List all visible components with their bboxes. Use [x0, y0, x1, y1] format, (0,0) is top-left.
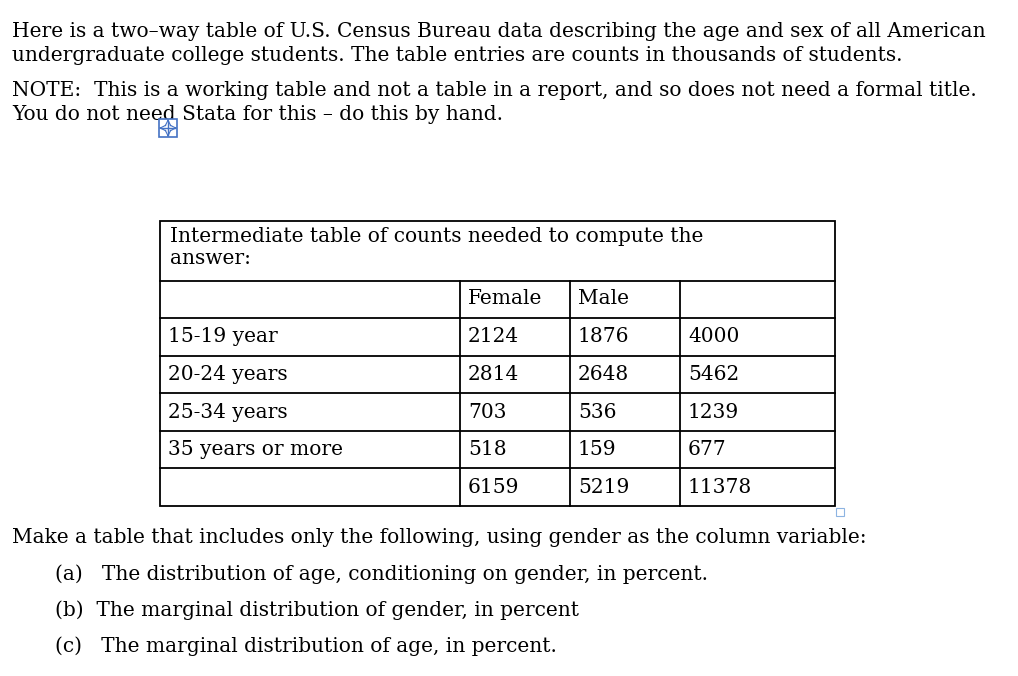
Text: (c)   The marginal distribution of age, in percent.: (c) The marginal distribution of age, in… — [55, 636, 557, 656]
Text: answer:: answer: — [170, 249, 251, 268]
Text: 25-34 years: 25-34 years — [168, 402, 288, 422]
Text: 4000: 4000 — [688, 327, 739, 346]
Text: (a)   The distribution of age, conditioning on gender, in percent.: (a) The distribution of age, conditionin… — [55, 564, 708, 583]
Bar — [836, 508, 844, 516]
Text: 20-24 years: 20-24 years — [168, 365, 288, 384]
Text: 677: 677 — [688, 440, 727, 459]
Text: 536: 536 — [578, 402, 617, 422]
Text: 2648: 2648 — [578, 365, 629, 384]
Bar — [160, 221, 835, 506]
FancyBboxPatch shape — [159, 119, 177, 137]
Text: 11378: 11378 — [688, 478, 752, 497]
Text: 518: 518 — [468, 440, 507, 459]
Text: NOTE:  This is a working table and not a table in a report, and so does not need: NOTE: This is a working table and not a … — [12, 81, 976, 100]
Text: undergraduate college students. The table entries are counts in thousands of stu: undergraduate college students. The tabl… — [12, 46, 903, 65]
Text: 2124: 2124 — [468, 327, 519, 346]
Text: (b)  The marginal distribution of gender, in percent: (b) The marginal distribution of gender,… — [55, 600, 579, 620]
Text: Make a table that includes only the following, using gender as the column variab: Make a table that includes only the foll… — [12, 528, 866, 547]
Text: Female: Female — [468, 289, 543, 308]
Text: Male: Male — [578, 289, 629, 308]
Text: 1239: 1239 — [688, 402, 739, 422]
Text: Intermediate table of counts needed to compute the: Intermediate table of counts needed to c… — [170, 227, 703, 246]
Text: 6159: 6159 — [468, 478, 519, 497]
Text: 703: 703 — [468, 402, 507, 422]
Text: 159: 159 — [578, 440, 617, 459]
Text: Here is a two–way table of U.S. Census Bureau data describing the age and sex of: Here is a two–way table of U.S. Census B… — [12, 22, 985, 41]
Text: You do not need Stata for this – do this by hand.: You do not need Stata for this – do this… — [12, 105, 503, 124]
Text: 15-19 year: 15-19 year — [168, 327, 278, 346]
Text: 1876: 1876 — [578, 327, 629, 346]
Text: 35 years or more: 35 years or more — [168, 440, 343, 459]
Text: 5219: 5219 — [578, 478, 629, 497]
Text: 5462: 5462 — [688, 365, 739, 384]
Text: 2814: 2814 — [468, 365, 519, 384]
